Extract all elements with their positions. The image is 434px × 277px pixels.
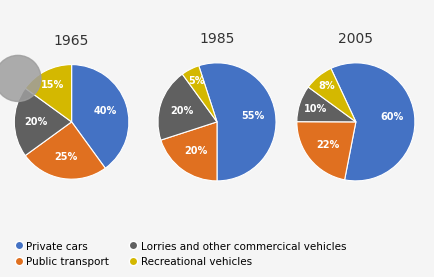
Text: 15%: 15% [41, 80, 65, 90]
Wedge shape [297, 87, 356, 122]
Wedge shape [158, 74, 217, 140]
Title: 1965: 1965 [54, 34, 89, 48]
Text: 8%: 8% [319, 81, 335, 91]
Wedge shape [161, 122, 217, 181]
Text: 20%: 20% [184, 147, 207, 157]
Wedge shape [297, 122, 356, 180]
Wedge shape [308, 68, 356, 122]
Text: 10%: 10% [304, 104, 327, 114]
Text: 20%: 20% [24, 117, 48, 127]
Text: 40%: 40% [94, 106, 117, 116]
Text: 25%: 25% [54, 152, 78, 162]
Text: 22%: 22% [316, 140, 339, 150]
Wedge shape [72, 65, 129, 168]
Wedge shape [25, 65, 72, 122]
Wedge shape [25, 122, 105, 179]
Wedge shape [14, 88, 72, 156]
Title: 1985: 1985 [199, 32, 235, 45]
Legend: Private cars, Public transport, Lorries and other commercical vehicles, Recreati: Private cars, Public transport, Lorries … [14, 239, 348, 269]
Wedge shape [331, 63, 415, 181]
Wedge shape [199, 63, 276, 181]
Text: 55%: 55% [241, 111, 265, 121]
Text: 60%: 60% [381, 112, 404, 122]
Text: 5%: 5% [188, 76, 204, 86]
Wedge shape [182, 66, 217, 122]
Circle shape [0, 55, 41, 101]
Title: 2005: 2005 [339, 32, 373, 45]
Text: 20%: 20% [171, 106, 194, 116]
